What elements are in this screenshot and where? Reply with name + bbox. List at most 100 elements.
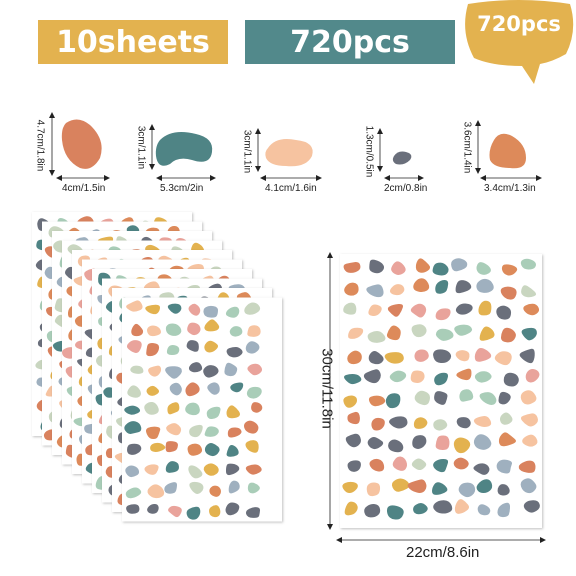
sticker-blob xyxy=(165,461,179,473)
sticker-blob xyxy=(431,482,448,495)
sticker-blob xyxy=(454,324,473,336)
sticker-blob xyxy=(366,482,381,497)
sticker-blob xyxy=(414,390,430,406)
sticker-blob xyxy=(433,349,452,364)
sticker-blob xyxy=(385,393,401,409)
sticker-blob xyxy=(206,406,221,420)
sticker-blob xyxy=(126,504,140,514)
sticker-blob xyxy=(498,391,511,405)
sticker-blob xyxy=(411,324,427,338)
sticker-blob xyxy=(126,300,143,312)
sticker-blob xyxy=(479,392,497,406)
sticker-blob xyxy=(499,412,513,425)
sticker-blob xyxy=(131,323,144,337)
sticker-blob xyxy=(228,480,240,494)
sticker-blob xyxy=(387,303,404,317)
sticker-blob xyxy=(168,505,182,518)
sticker-blob xyxy=(453,437,471,454)
sticker-blob xyxy=(389,370,407,383)
sticker-blob xyxy=(125,465,140,478)
sticker-blob xyxy=(456,368,472,381)
sample-1-width-label: 4cm/1.5in xyxy=(62,183,106,194)
sticker-blob xyxy=(520,390,537,405)
sample-2 xyxy=(149,124,216,181)
sticker-blob xyxy=(435,279,449,294)
sticker-blob xyxy=(476,479,493,494)
sticker-blob xyxy=(347,350,362,365)
sticker-blob xyxy=(523,303,540,316)
sticker-blob xyxy=(503,372,519,387)
sticker-blob xyxy=(189,424,203,438)
sticker-blob xyxy=(520,258,536,270)
sticker-blob xyxy=(226,405,241,419)
sticker-blob xyxy=(344,374,362,385)
sticker-blob xyxy=(367,436,384,450)
sticker-blob xyxy=(203,305,219,318)
sticker-blob xyxy=(458,482,476,498)
sticker-blob xyxy=(500,286,517,300)
sticker-blob xyxy=(347,411,360,425)
sticker-blob xyxy=(125,487,142,499)
sticker-blob xyxy=(521,285,537,298)
sticker-blob xyxy=(345,433,361,448)
sample-5-width-label: 3.4cm/1.3in xyxy=(484,183,536,194)
sticker-blob xyxy=(519,348,535,364)
peach-blob-icon xyxy=(265,139,313,167)
sticker-blob xyxy=(474,371,492,383)
sticker-blob xyxy=(521,327,537,341)
sticker-blob xyxy=(186,506,201,520)
sticker-blob xyxy=(367,331,386,343)
sticker-blob xyxy=(501,264,518,276)
sticker-blob xyxy=(476,278,494,293)
sticker-blob xyxy=(391,261,406,276)
sticker-blob xyxy=(392,456,408,471)
sticker-blob xyxy=(225,502,240,516)
sticker-blob xyxy=(245,464,262,475)
sticker-blob xyxy=(144,401,159,415)
sticker-blob xyxy=(144,464,159,475)
sticker-blob xyxy=(245,440,259,453)
sample-4-width-label: 2cm/0.8in xyxy=(384,183,428,194)
sticker-blob xyxy=(435,308,451,321)
sticker-blob xyxy=(407,479,427,493)
sticker-blob xyxy=(204,319,220,332)
sticker-blob xyxy=(520,478,537,494)
sticker-blob xyxy=(473,463,490,475)
sticker-blob xyxy=(413,503,428,515)
sticker-blob xyxy=(344,501,358,516)
sticker-blob xyxy=(245,507,261,518)
sticker-blob xyxy=(384,352,404,364)
sticker-blob xyxy=(185,382,200,397)
sticker-blob xyxy=(146,342,160,357)
sticker-blob xyxy=(455,350,470,362)
sticker-blob xyxy=(247,363,263,376)
sticker-blob xyxy=(522,434,538,447)
sticker-blob xyxy=(165,366,182,379)
sticker-blob xyxy=(498,432,516,447)
sticker-blob xyxy=(386,505,404,520)
sticker-blob xyxy=(224,362,238,377)
sheet-height-label: 30cm/11.8in xyxy=(318,348,336,429)
sticker-blob xyxy=(348,327,364,339)
sticker-blob xyxy=(494,351,512,366)
sticker-blob xyxy=(435,435,450,450)
sticker-blob xyxy=(185,402,200,416)
sticker-blob xyxy=(246,386,262,399)
sticker-blob xyxy=(369,259,385,274)
sticker-blob xyxy=(455,280,472,294)
sticker-blob xyxy=(209,505,221,518)
sticker-blob xyxy=(244,302,261,315)
sticker-blob xyxy=(415,258,431,273)
sticker-blob xyxy=(433,500,453,514)
sticker-blob xyxy=(207,382,220,395)
sample-3 xyxy=(255,128,322,181)
sticker-blob xyxy=(145,304,161,315)
sticker-blob xyxy=(343,395,358,408)
sticker-blob xyxy=(247,325,261,337)
terracotta-blob-icon xyxy=(61,119,102,169)
sticker-blob xyxy=(148,365,162,377)
sticker-blob xyxy=(435,328,454,341)
sticker-blob xyxy=(188,303,201,316)
sample-1 xyxy=(49,112,110,181)
sticker-blob xyxy=(245,341,260,354)
